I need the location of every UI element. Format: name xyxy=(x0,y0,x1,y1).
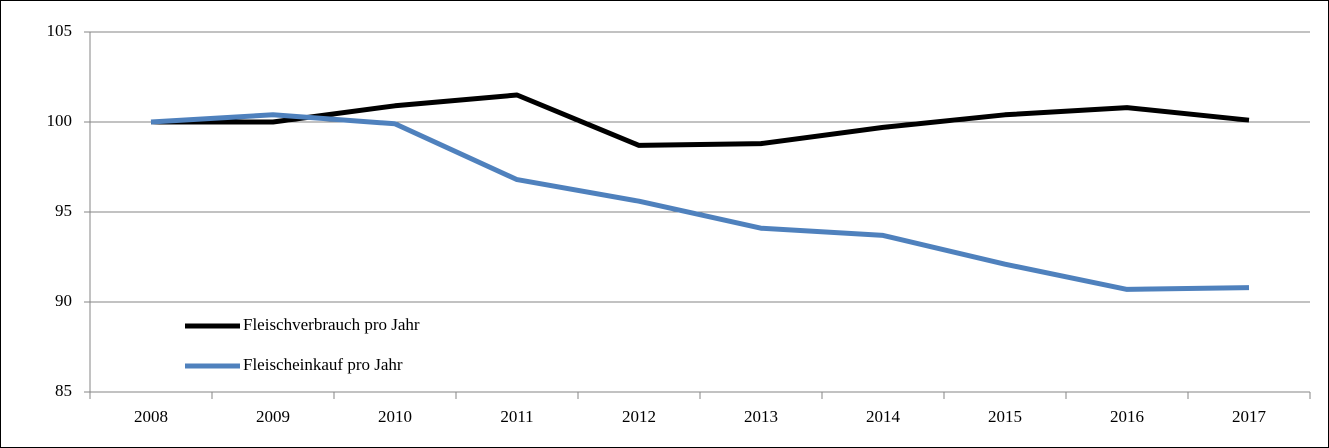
y-tick-label: 100 xyxy=(47,111,73,130)
series-line xyxy=(151,92,1250,148)
legend-label: Fleischverbrauch pro Jahr xyxy=(243,315,420,334)
legend-label: Fleischeinkauf pro Jahr xyxy=(243,355,403,374)
x-tick-label: 2009 xyxy=(256,407,290,426)
x-tick-label: 2010 xyxy=(378,407,412,426)
x-tick-label: 2013 xyxy=(744,407,778,426)
y-tick-label: 95 xyxy=(55,201,72,220)
x-tick-label: 2017 xyxy=(1232,407,1267,426)
x-tick-label: 2016 xyxy=(1110,407,1144,426)
x-tick-label: 2011 xyxy=(500,407,533,426)
y-tick-label: 90 xyxy=(55,291,72,310)
x-tick-label: 2014 xyxy=(866,407,901,426)
y-tick-label: 85 xyxy=(55,381,72,400)
x-tick-label: 2008 xyxy=(134,407,168,426)
x-tick-label: 2015 xyxy=(988,407,1022,426)
y-tick-label: 105 xyxy=(47,21,73,40)
series-line xyxy=(150,112,1250,292)
x-tick-label: 2012 xyxy=(622,407,656,426)
